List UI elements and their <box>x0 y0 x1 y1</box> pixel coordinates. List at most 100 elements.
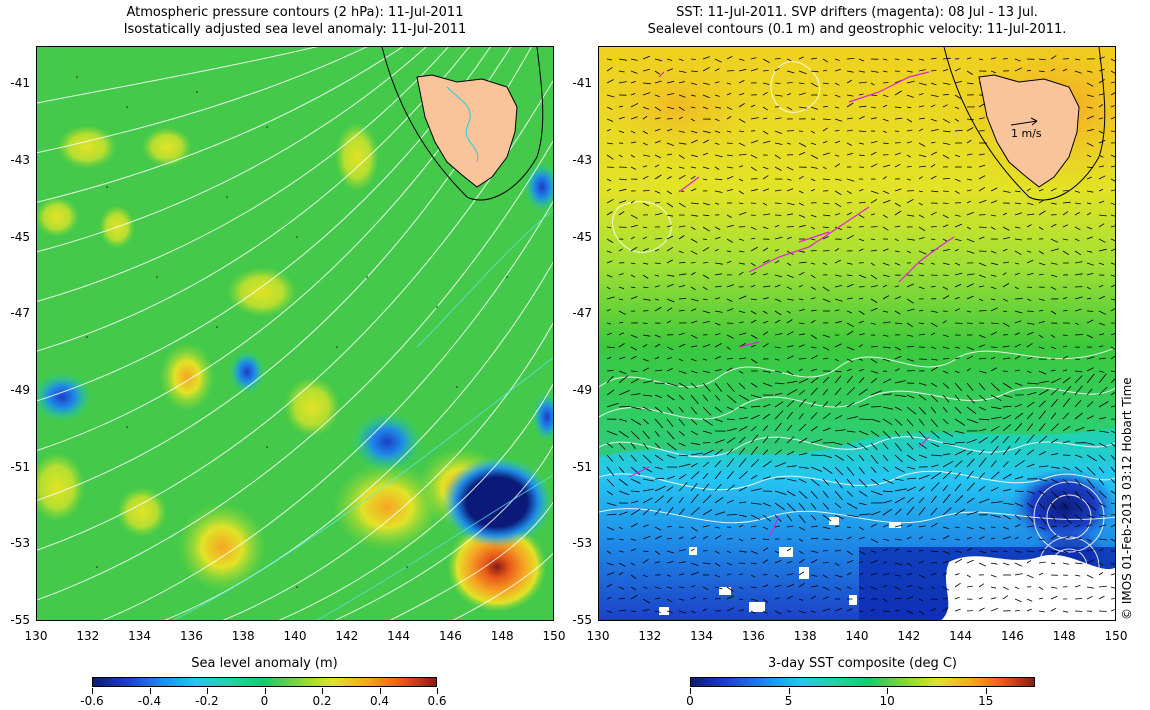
velocity-arrow <box>618 286 625 290</box>
velocity-arrow <box>858 189 864 192</box>
colorbar-tick-label: 0 <box>260 694 269 708</box>
velocity-arrow <box>798 452 808 456</box>
velocity-arrow <box>1074 399 1082 408</box>
velocity-arrow <box>930 310 939 313</box>
velocity-arrow <box>750 140 759 144</box>
velocity-arrow <box>1074 212 1080 216</box>
velocity-arrow <box>1014 490 1024 492</box>
velocity-arrow <box>678 406 684 413</box>
velocity-arrow <box>1026 463 1035 468</box>
velocity-arrow <box>846 442 858 449</box>
velocity-arrow <box>870 249 877 252</box>
velocity-arrow <box>906 430 914 440</box>
sea-level-anomaly-map[interactable] <box>36 46 554 621</box>
velocity-arrow <box>1002 382 1012 389</box>
velocity-arrow <box>810 226 815 230</box>
velocity-arrow <box>606 308 611 312</box>
velocity-arrow <box>786 286 792 290</box>
velocity-arrow <box>978 406 986 411</box>
velocity-arrow <box>858 377 865 384</box>
velocity-arrow <box>1110 405 1115 408</box>
velocity-arrow <box>1050 607 1057 612</box>
velocity-arrow <box>666 610 673 613</box>
velocity-arrow <box>894 130 900 132</box>
velocity-arrow <box>846 178 855 182</box>
sla-positive-eddy <box>159 342 215 412</box>
velocity-arrow <box>1050 238 1059 243</box>
velocity-arrow <box>726 142 733 144</box>
velocity-arrow <box>870 70 879 73</box>
colorbar-tick <box>986 688 987 694</box>
velocity-arrow <box>942 262 950 265</box>
velocity-arrow <box>1062 412 1069 420</box>
colorbar-tick <box>380 688 381 694</box>
velocity-arrow <box>726 224 734 228</box>
velocity-arrow <box>738 514 747 518</box>
velocity-arrow <box>618 356 626 360</box>
velocity-arrow <box>690 238 698 243</box>
velocity-arrow <box>1098 417 1107 420</box>
velocity-arrow <box>774 392 783 396</box>
velocity-arrow <box>630 154 636 158</box>
velocity-arrow <box>1038 188 1044 192</box>
velocity-arrow <box>990 250 997 254</box>
velocity-arrow <box>1098 466 1105 474</box>
velocity-arrow <box>798 598 804 601</box>
velocity-arrow <box>834 118 843 122</box>
velocity-arrow <box>678 309 685 312</box>
velocity-arrow <box>1002 248 1008 252</box>
velocity-arrow <box>1110 586 1115 589</box>
velocity-arrow <box>1062 440 1071 444</box>
velocity-arrow <box>654 249 659 252</box>
sst-map[interactable]: 1 m/s <box>598 46 1116 621</box>
velocity-arrow <box>642 394 653 397</box>
velocity-arrow <box>690 175 696 180</box>
velocity-arrow <box>702 394 709 402</box>
velocity-arrow <box>606 478 615 487</box>
velocity-arrow <box>654 610 661 613</box>
velocity-arrow <box>882 142 889 145</box>
velocity-arrow <box>642 478 655 482</box>
velocity-arrow <box>606 466 615 476</box>
sla-negative-eddy <box>524 162 553 212</box>
velocity-arrow <box>1074 370 1083 373</box>
velocity-arrow <box>918 418 925 426</box>
velocity-arrow <box>1026 322 1035 325</box>
velocity-arrow <box>798 398 807 408</box>
velocity-arrow <box>642 442 649 450</box>
velocity-arrow <box>690 536 697 540</box>
velocity-arrow <box>654 190 661 194</box>
velocity-arrow <box>990 70 997 74</box>
velocity-arrow <box>906 80 915 84</box>
velocity-arrow <box>702 310 711 314</box>
velocity-arrow <box>786 274 794 278</box>
velocity-arrow <box>642 130 648 135</box>
velocity-arrow <box>870 346 878 348</box>
velocity-arrow <box>678 394 685 401</box>
velocity-arrow <box>930 394 939 402</box>
velocity-arrow <box>714 356 722 360</box>
velocity-arrow <box>654 140 661 144</box>
velocity-arrow <box>798 322 805 324</box>
velocity-arrow <box>846 454 854 462</box>
velocity-arrow <box>774 236 783 240</box>
velocity-arrow <box>666 93 675 96</box>
velocity-arrow <box>714 262 723 265</box>
velocity-arrow <box>1002 261 1009 264</box>
velocity-arrow <box>606 286 611 290</box>
velocity-arrow <box>978 550 987 554</box>
velocity-arrow <box>798 538 804 542</box>
velocity-arrow <box>906 358 915 362</box>
velocity-arrow <box>666 68 673 72</box>
velocity-arrow <box>930 472 942 480</box>
velocity-arrow <box>846 346 855 351</box>
velocity-arrow <box>1014 562 1023 567</box>
velocity-arrow <box>978 58 983 61</box>
velocity-arrow <box>774 346 781 349</box>
velocity-arrow <box>846 117 853 120</box>
velocity-arrow <box>618 370 627 375</box>
velocity-arrow <box>1098 478 1105 486</box>
velocity-arrow <box>1098 238 1106 243</box>
velocity-arrow <box>798 92 806 96</box>
velocity-arrow <box>882 478 894 484</box>
